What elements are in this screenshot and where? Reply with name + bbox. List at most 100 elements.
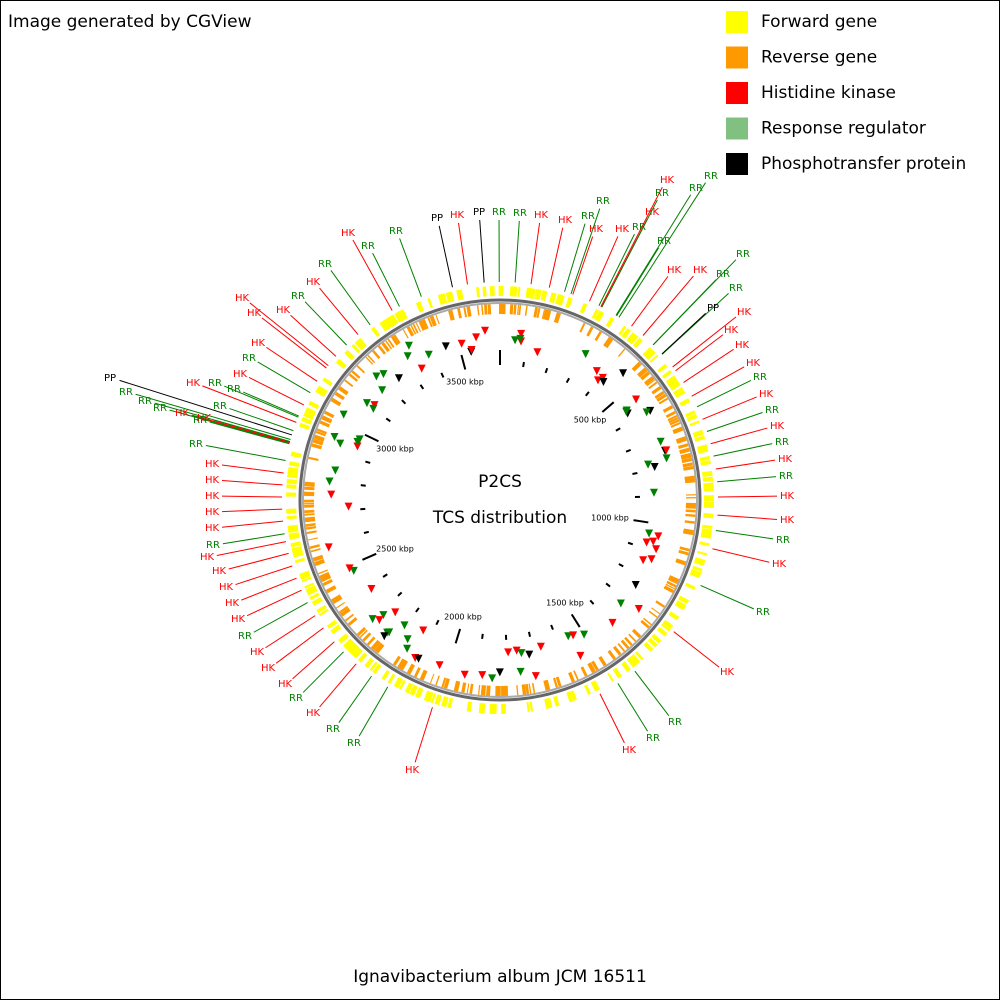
forward-gene-tick [484,287,485,297]
feature-label: HK [186,378,201,389]
forward-gene-tick [704,489,714,490]
reverse-gene-tick [468,307,470,317]
legend-label: Forward gene [761,12,877,32]
feature-label: HK [693,265,708,276]
feature-label: HK [770,421,785,432]
feature-label: RR [513,208,527,219]
forward-gene-tick [481,703,482,713]
forward-gene-tick [701,462,711,464]
forward-gene-tick [293,553,303,556]
reverse-gene-tick [489,686,490,696]
reverse-gene-tick [304,488,314,489]
forward-gene-tick [515,287,516,297]
feature-label: RR [189,439,203,450]
feature-label: HK [212,566,227,577]
reverse-gene-tick [485,305,486,315]
feature-label: HK [667,265,682,276]
feature-label: RR [326,724,340,735]
feature-label: RR [227,384,241,395]
forward-gene-tick [693,432,702,435]
legend-label: Response regulator [761,119,926,139]
reverse-gene-tick [523,685,524,695]
scale-label: 1500 kbp [546,599,584,608]
reverse-gene-tick [685,515,695,516]
scale-label: 2500 kbp [376,545,414,554]
feature-label: RR [492,207,506,218]
reverse-gene-tick [519,305,520,315]
scale-tick [482,634,483,639]
reverse-gene-tick [305,485,315,486]
feature-label: HK [450,210,465,221]
feature-label: RR [765,405,779,416]
center-subtitle: TCS distribution [432,508,567,528]
feature-label: RR [138,396,152,407]
feature-label: RR [729,283,743,294]
forward-gene-tick [288,528,298,529]
forward-gene-tick [449,698,451,708]
feature-label: RR [646,733,660,744]
feature-label: RR [206,540,220,551]
forward-gene-tick [552,293,555,303]
feature-label: HK [205,475,220,486]
feature-label: PP [707,303,719,314]
feature-label: HK [746,358,761,369]
feature-label: RR [361,241,375,252]
feature-label: RR [756,607,770,618]
legend-swatch [726,47,748,69]
feature-label: HK [276,305,291,316]
scale-tick [523,362,524,367]
forward-gene-tick [702,526,712,527]
feature-label: PP [431,213,443,224]
feature-label: RR [668,717,682,728]
feature-label: HK [558,215,573,226]
feature-label: HK [233,369,248,380]
forward-gene-tick [704,486,714,487]
feature-label: HK [405,765,420,776]
forward-gene-tick [531,702,532,712]
feature-label: HK [341,228,356,239]
legend-swatch [726,118,748,140]
forward-gene-tick [519,287,520,297]
feature-label: HK [175,408,190,419]
forward-gene-tick [698,449,708,451]
feature-label: RR [704,171,718,182]
reverse-gene-tick [515,305,516,315]
feature-label: RR [776,535,790,546]
forward-gene-tick [291,454,301,456]
reverse-gene-tick [306,524,316,525]
scale-tick [364,532,369,533]
reverse-gene-tick [304,511,314,512]
feature-label: HK [737,307,752,318]
feature-label: HK [724,325,739,336]
forward-gene-tick [287,517,297,518]
scale-label: 1000 kbp [591,514,629,523]
feature-label: RR [193,415,207,426]
feature-label: HK [225,598,240,609]
feature-label: HK [205,507,220,518]
reverse-gene-tick [683,468,693,470]
forward-gene-tick [530,288,531,298]
feature-label: HK [235,293,250,304]
feature-label: HK [205,491,220,502]
reverse-gene-tick [526,684,527,694]
feature-label: HK [772,559,787,570]
legend-swatch [726,11,748,33]
reverse-gene-tick [685,479,695,480]
feature-label: RR [581,211,595,222]
feature-label: HK [759,389,774,400]
feature-label: HK [231,614,246,625]
feature-label: RR [242,353,256,364]
forward-gene-tick [437,695,440,705]
forward-gene-tick [702,473,712,474]
reverse-gene-tick [489,304,490,314]
reverse-gene-tick [685,521,695,522]
reverse-gene-tick [482,685,483,695]
feature-label: HK [589,224,604,235]
forward-gene-tick [287,481,297,482]
feature-label: HK [720,667,735,678]
feature-label: RR [289,693,303,704]
feature-label: HK [205,459,220,470]
reverse-gene-tick [305,514,315,515]
feature-label: RR [753,372,767,383]
